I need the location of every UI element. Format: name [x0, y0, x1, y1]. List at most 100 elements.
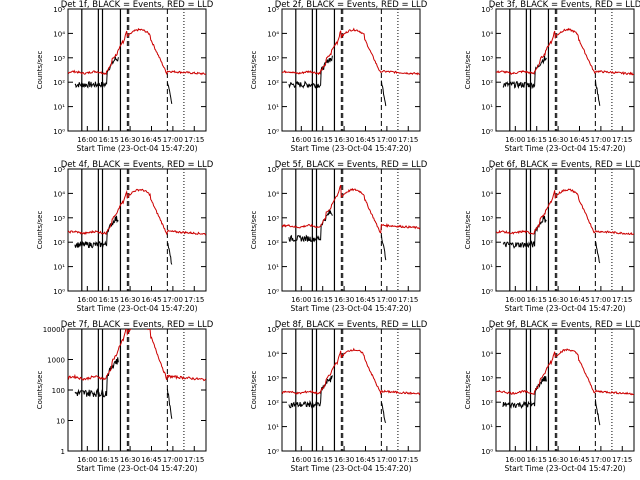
x-axis-label: Start Time (23-Oct-04 15:47:20)	[290, 464, 411, 473]
y-tick-label: 10⁰	[481, 128, 493, 136]
x-tick-label: 17:00	[377, 136, 397, 144]
x-axis-label: Start Time (23-Oct-04 15:47:20)	[504, 304, 625, 313]
x-tick-label: 17:00	[591, 456, 611, 464]
y-tick-label: 10³	[481, 375, 493, 383]
x-tick-label: 16:15	[313, 296, 333, 304]
lld-series-line	[496, 348, 634, 396]
y-tick-label: 10⁴	[267, 350, 279, 358]
chart-panel: Det 1f, BLACK = Events, RED = LLD 10⁰ 10¹ 1…	[36, 0, 214, 153]
y-tick-label: 10¹	[53, 264, 65, 272]
y-tick-label: 10⁵	[53, 6, 65, 14]
curve-group	[496, 188, 634, 264]
chart-title: Det 1f, BLACK = Events, RED = LLD	[61, 0, 214, 10]
x-tick-label: 16:45	[355, 136, 375, 144]
x-tick-label: 16:15	[99, 136, 119, 144]
y-tick-label: 10¹	[53, 104, 65, 112]
y-tick-label: 10⁵	[267, 166, 279, 174]
y-tick-label: 10⁰	[267, 288, 279, 296]
x-tick-label: 16:30	[548, 136, 568, 144]
x-tick-label: 17:15	[612, 136, 632, 144]
x-axis-label: Start Time (23-Oct-04 15:47:20)	[290, 304, 411, 313]
y-tick-label: 10³	[267, 55, 279, 63]
y-tick-label: 10⁴	[481, 190, 493, 198]
y-tick-label: 10²	[267, 239, 279, 247]
y-tick-label: 10⁵	[481, 6, 493, 14]
y-axis-label: Counts/sec	[250, 51, 258, 90]
y-axis-label: Counts/sec	[464, 371, 472, 410]
curve-group	[68, 329, 206, 419]
curve-group	[282, 27, 420, 107]
curve-group	[282, 347, 420, 424]
x-tick-label: 16:00	[291, 136, 311, 144]
y-tick-label: 10⁰	[267, 128, 279, 136]
plot-frame	[495, 328, 635, 452]
curve-group	[496, 27, 634, 106]
x-tick-label: 16:15	[527, 296, 547, 304]
y-tick-label: 10¹	[267, 104, 279, 112]
x-tick-label: 17:15	[398, 136, 418, 144]
x-tick-label: 16:15	[99, 456, 119, 464]
chart-panel: Det 9f, BLACK = Events, RED = LLD 10⁰ 10¹ 1…	[464, 320, 640, 473]
y-tick-label: 10¹	[481, 264, 493, 272]
x-tick-label: 17:00	[377, 456, 397, 464]
curve-group	[282, 184, 420, 261]
y-tick-label: 10⁵	[53, 166, 65, 174]
curve-group	[68, 188, 206, 265]
x-tick-label: 16:15	[99, 296, 119, 304]
x-tick-label: 16:45	[355, 296, 375, 304]
x-tick-label: 16:00	[505, 456, 525, 464]
x-tick-label: 17:00	[591, 136, 611, 144]
x-tick-label: 16:30	[120, 296, 140, 304]
y-tick-label: 10¹	[481, 424, 493, 432]
chart-title: Det 2f, BLACK = Events, RED = LLD	[275, 0, 428, 10]
y-axis-label: Counts/sec	[250, 371, 258, 410]
x-axis-label: Start Time (23-Oct-04 15:47:20)	[290, 144, 411, 153]
lld-series-line	[282, 184, 420, 234]
plot-frame	[495, 8, 635, 132]
events-series-line	[380, 235, 387, 261]
x-tick-label: 16:45	[355, 456, 375, 464]
y-tick-label: 10²	[481, 239, 493, 247]
x-tick-label: 16:45	[141, 296, 161, 304]
y-tick-label: 10²	[53, 79, 65, 87]
chart-title: Det 4f, BLACK = Events, RED = LLD	[61, 160, 214, 170]
x-tick-label: 16:00	[77, 296, 97, 304]
x-tick-label: 16:00	[505, 296, 525, 304]
chart-panel: Det 2f, BLACK = Events, RED = LLD 10⁰ 10¹ 1…	[250, 0, 428, 153]
y-tick-label: 10⁴	[267, 30, 279, 38]
lld-series-line	[282, 27, 420, 76]
y-axis-label: Counts/sec	[36, 211, 44, 250]
chart-panel: Det 6f, BLACK = Events, RED = LLD 10⁰ 10¹ 1…	[464, 160, 640, 313]
y-tick-label: 1	[61, 448, 65, 456]
y-axis-label: Counts/sec	[464, 211, 472, 250]
x-tick-label: 16:45	[569, 456, 589, 464]
x-tick-label: 17:00	[163, 296, 183, 304]
x-tick-label: 17:15	[184, 296, 204, 304]
y-tick-label: 10000	[43, 326, 65, 334]
x-tick-label: 16:30	[120, 136, 140, 144]
x-tick-label: 17:15	[398, 296, 418, 304]
events-series-line	[502, 55, 547, 90]
y-tick-label: 10²	[481, 399, 493, 407]
x-tick-label: 17:00	[377, 296, 397, 304]
events-series-line	[167, 242, 173, 265]
lld-series-line	[282, 347, 420, 396]
y-tick-label: 10⁵	[481, 166, 493, 174]
events-series-line	[380, 80, 387, 107]
y-axis-label: Counts/sec	[464, 51, 472, 90]
x-tick-label: 17:15	[612, 456, 632, 464]
y-tick-label: 10³	[53, 215, 65, 223]
x-tick-label: 17:00	[163, 136, 183, 144]
y-axis-label: Counts/sec	[36, 51, 44, 90]
x-tick-label: 16:15	[313, 136, 333, 144]
lld-series-line	[68, 27, 206, 76]
x-axis-label: Start Time (23-Oct-04 15:47:20)	[76, 304, 197, 313]
y-tick-label: 10¹	[481, 104, 493, 112]
x-axis-label: Start Time (23-Oct-04 15:47:20)	[504, 464, 625, 473]
lld-series-line	[496, 27, 634, 76]
y-tick-label: 10	[56, 418, 65, 426]
events-series-line	[380, 402, 387, 424]
y-tick-label: 10⁴	[481, 30, 493, 38]
x-tick-label: 16:00	[291, 296, 311, 304]
